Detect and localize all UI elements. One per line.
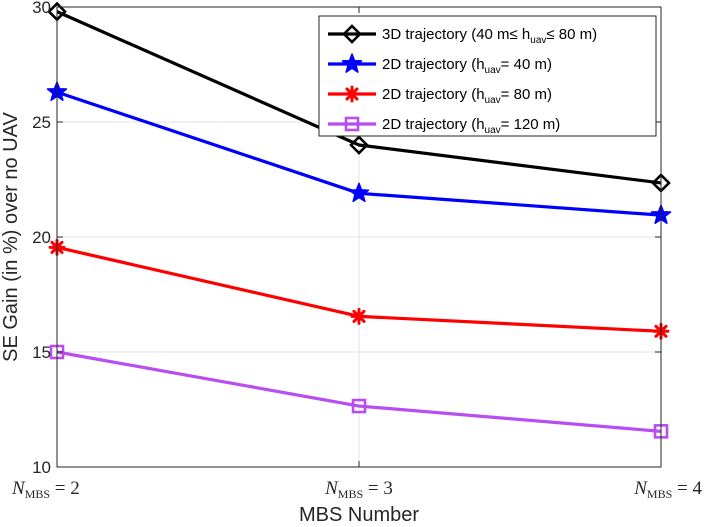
x-tick-var: N [11,478,26,499]
legend-marker [343,85,361,103]
x-tick-var: N [324,478,339,499]
legend-entry: 2D trajectory (huav= 80 m) [328,85,552,106]
y-tick-label: 20 [32,228,51,247]
legend-marker [342,24,362,44]
legend-box [318,15,657,137]
x-tick-rest: = 3 [363,478,393,499]
y-tick-label: 30 [32,0,51,17]
legend-label-part: 2D trajectory (h [382,86,485,103]
legend-label: 3D trajectory (40 m≤ huav≤ 80 m) [382,26,597,46]
data-point [350,307,368,325]
x-tick-sub: MBS [647,487,672,501]
legend-label-part: = 40 m) [501,56,552,73]
legend-label: 2D trajectory (huav= 40 m) [382,56,552,76]
legend-entry: 2D trajectory (huav= 40 m) [328,53,552,76]
legend-marker [344,116,360,132]
legend: 3D trajectory (40 m≤ huav≤ 80 m)2D traje… [318,15,657,137]
y-tick-label: 25 [32,113,51,132]
data-point [351,398,367,414]
legend-label-part: uav [485,125,501,136]
y-tick-label: 10 [32,458,51,477]
legend-label-part: 2D trajectory (h [382,56,485,73]
legend-label-part: 2D trajectory (h [382,116,485,133]
legend-label-part: 3D trajectory (40 m≤ h [382,26,530,43]
legend-label: 2D trajectory (huav= 80 m) [382,86,552,106]
x-tick-sub: MBS [338,487,363,501]
legend-label-part: ≤ 80 m) [546,26,597,43]
legend-label-part: uav [485,65,501,76]
x-axis-label: MBS Number [299,504,419,526]
x-ticks: NMBS = 2 NMBS = 3 NMBS = 4 [11,7,702,501]
data-point [349,135,369,155]
x-tick-sub: MBS [25,487,50,501]
legend-label-part: = 120 m) [501,116,561,133]
x-tick-rest: = 4 [672,478,702,499]
x-tick-label: NMBS = 2 [11,478,80,501]
series-line [56,10,662,185]
legend-label-part: uav [530,35,546,46]
x-tick-rest: = 2 [50,478,80,499]
y-axis-label: SE Gain (in %) over no UAV [0,111,22,361]
legend-label-part: uav [485,95,501,106]
x-tick-var: N [633,478,648,499]
series-line [56,350,662,433]
legend-label-part: = 80 m) [501,86,552,103]
y-tick-label: 15 [32,343,51,362]
x-tick-label: NMBS = 3 [324,478,393,501]
data-point [348,182,370,203]
y-ticks: 10 15 20 25 30 [32,0,661,477]
legend-label: 2D trajectory (huav= 120 m) [382,116,560,136]
legend-entry: 2D trajectory (huav= 120 m) [328,116,560,136]
legend-entry: 3D trajectory (40 m≤ huav≤ 80 m) [328,24,597,46]
x-tick-label: NMBS = 4 [633,478,702,501]
legend-marker [341,53,363,73]
